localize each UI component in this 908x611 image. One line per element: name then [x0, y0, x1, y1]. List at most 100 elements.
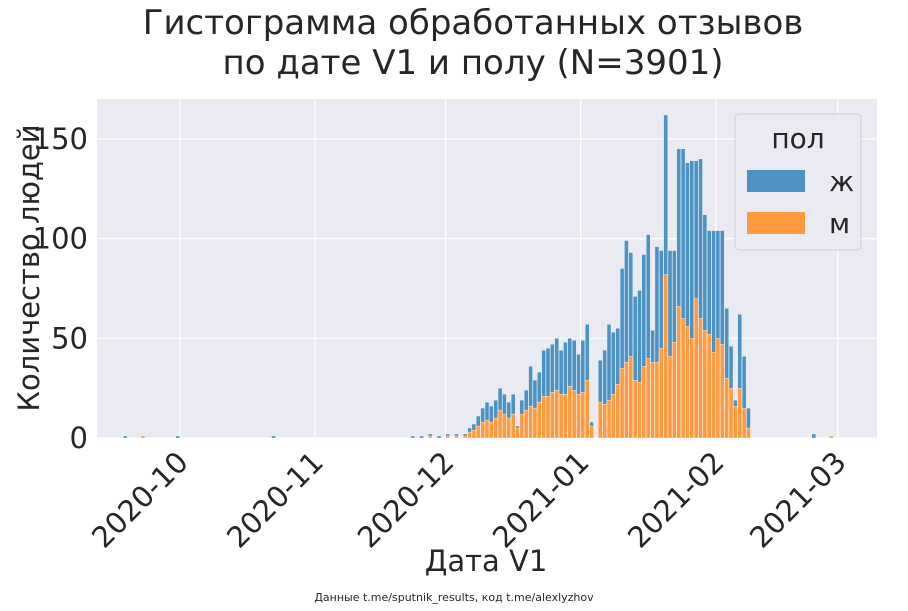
bar-ж — [563, 342, 568, 395]
x-axis-label: Дата V1 — [425, 544, 548, 578]
bar-м — [663, 274, 668, 439]
bar-м — [497, 409, 503, 439]
bar-м — [829, 435, 834, 439]
bar-ж — [659, 250, 664, 349]
bar-ж — [572, 340, 577, 391]
bar-м — [563, 393, 568, 439]
x-tick-label: 2020-12 — [351, 445, 461, 555]
bar-м — [428, 435, 433, 439]
bar-м — [580, 391, 585, 439]
legend-swatch-м — [747, 212, 805, 234]
bar-ж — [641, 254, 647, 367]
bar-ж — [471, 423, 477, 431]
bar-ж — [685, 162, 690, 327]
bar-ж — [650, 330, 655, 363]
bar-м — [689, 338, 694, 439]
bar-ж — [480, 407, 485, 423]
bar-м — [659, 348, 664, 439]
bar-ж — [580, 340, 585, 393]
bar-м — [707, 334, 712, 439]
bar-м — [611, 393, 616, 439]
bar-ж — [476, 415, 481, 427]
bar-ж — [667, 250, 673, 357]
bar-м — [698, 318, 703, 439]
bar-м — [737, 387, 742, 439]
legend-label-ж: ж — [829, 165, 854, 198]
bar-ж — [737, 314, 742, 389]
bar-ж — [811, 433, 816, 439]
bar-ж — [410, 435, 416, 439]
bar-ж — [633, 296, 638, 381]
bar-ж — [689, 160, 694, 339]
bar-м — [633, 380, 638, 439]
bar-м — [667, 356, 673, 439]
bar-ж — [680, 148, 686, 319]
bar-ж — [436, 435, 442, 439]
bar-м — [519, 413, 524, 439]
bar-ж — [646, 234, 651, 359]
bar-м — [576, 393, 581, 439]
x-tick-label: 2021-01 — [486, 445, 596, 555]
legend-label-м: м — [829, 207, 850, 240]
bar-м — [720, 344, 725, 439]
bar-ж — [707, 230, 712, 335]
bar-ж — [702, 214, 708, 331]
bar-м — [711, 352, 716, 439]
bar-ж — [624, 240, 629, 363]
bar-ж — [515, 425, 520, 429]
bar-ж — [598, 360, 603, 403]
bar-м — [567, 386, 572, 439]
bar-м — [528, 405, 533, 439]
bar-ж — [698, 158, 703, 319]
bar-м — [476, 425, 481, 439]
bar-ж — [175, 435, 180, 439]
y-axis-label: Количество людей — [12, 124, 46, 411]
bar-м — [140, 435, 145, 439]
bar-м — [554, 389, 559, 439]
bar-м — [702, 330, 708, 439]
bar-ж — [524, 389, 529, 411]
bar-м — [480, 421, 485, 439]
bar-м — [646, 358, 651, 439]
bar-м — [445, 435, 450, 439]
bar-ж — [489, 405, 494, 423]
y-tick-label: 50 — [51, 321, 88, 355]
bar-ж — [676, 148, 681, 307]
bar-м — [541, 395, 546, 439]
bar-м — [515, 427, 520, 439]
bar-м — [537, 401, 542, 439]
bar-ж — [550, 344, 555, 393]
bar-ж — [728, 346, 734, 389]
chart-title-line-2: по дате V1 и полу (N=3901) — [223, 43, 724, 83]
bar-ж — [611, 332, 616, 395]
bar-ж — [711, 230, 716, 353]
bar-ж — [506, 401, 511, 419]
bar-ж — [602, 350, 607, 405]
bar-ж — [454, 433, 459, 437]
x-tick-label: 2020-11 — [220, 445, 330, 555]
bar-ж — [558, 350, 564, 395]
bar-ж — [654, 246, 660, 363]
bar-м — [685, 326, 690, 439]
bar-ж — [428, 433, 433, 437]
histogram-chart: Гистограмма обработанных отзывов по дате… — [12, 3, 877, 578]
bar-м — [641, 366, 647, 439]
bar-м — [606, 399, 612, 439]
chart-title-line-1: Гистограмма обработанных отзывов — [143, 3, 804, 43]
bar-м — [724, 378, 729, 439]
bar-ж — [606, 324, 612, 401]
bar-м — [624, 362, 629, 439]
bar-ж — [511, 393, 516, 415]
bar-м — [728, 387, 734, 439]
bar-ж — [585, 324, 590, 381]
bar-м — [602, 403, 607, 439]
bar-ж — [541, 350, 546, 397]
bar-м — [489, 421, 494, 439]
bar-м — [650, 362, 655, 439]
bar-ж — [663, 114, 668, 275]
bar-м — [467, 431, 472, 439]
bar-ж — [528, 366, 533, 407]
bar-ж — [589, 421, 594, 427]
bar-ж — [628, 252, 633, 357]
